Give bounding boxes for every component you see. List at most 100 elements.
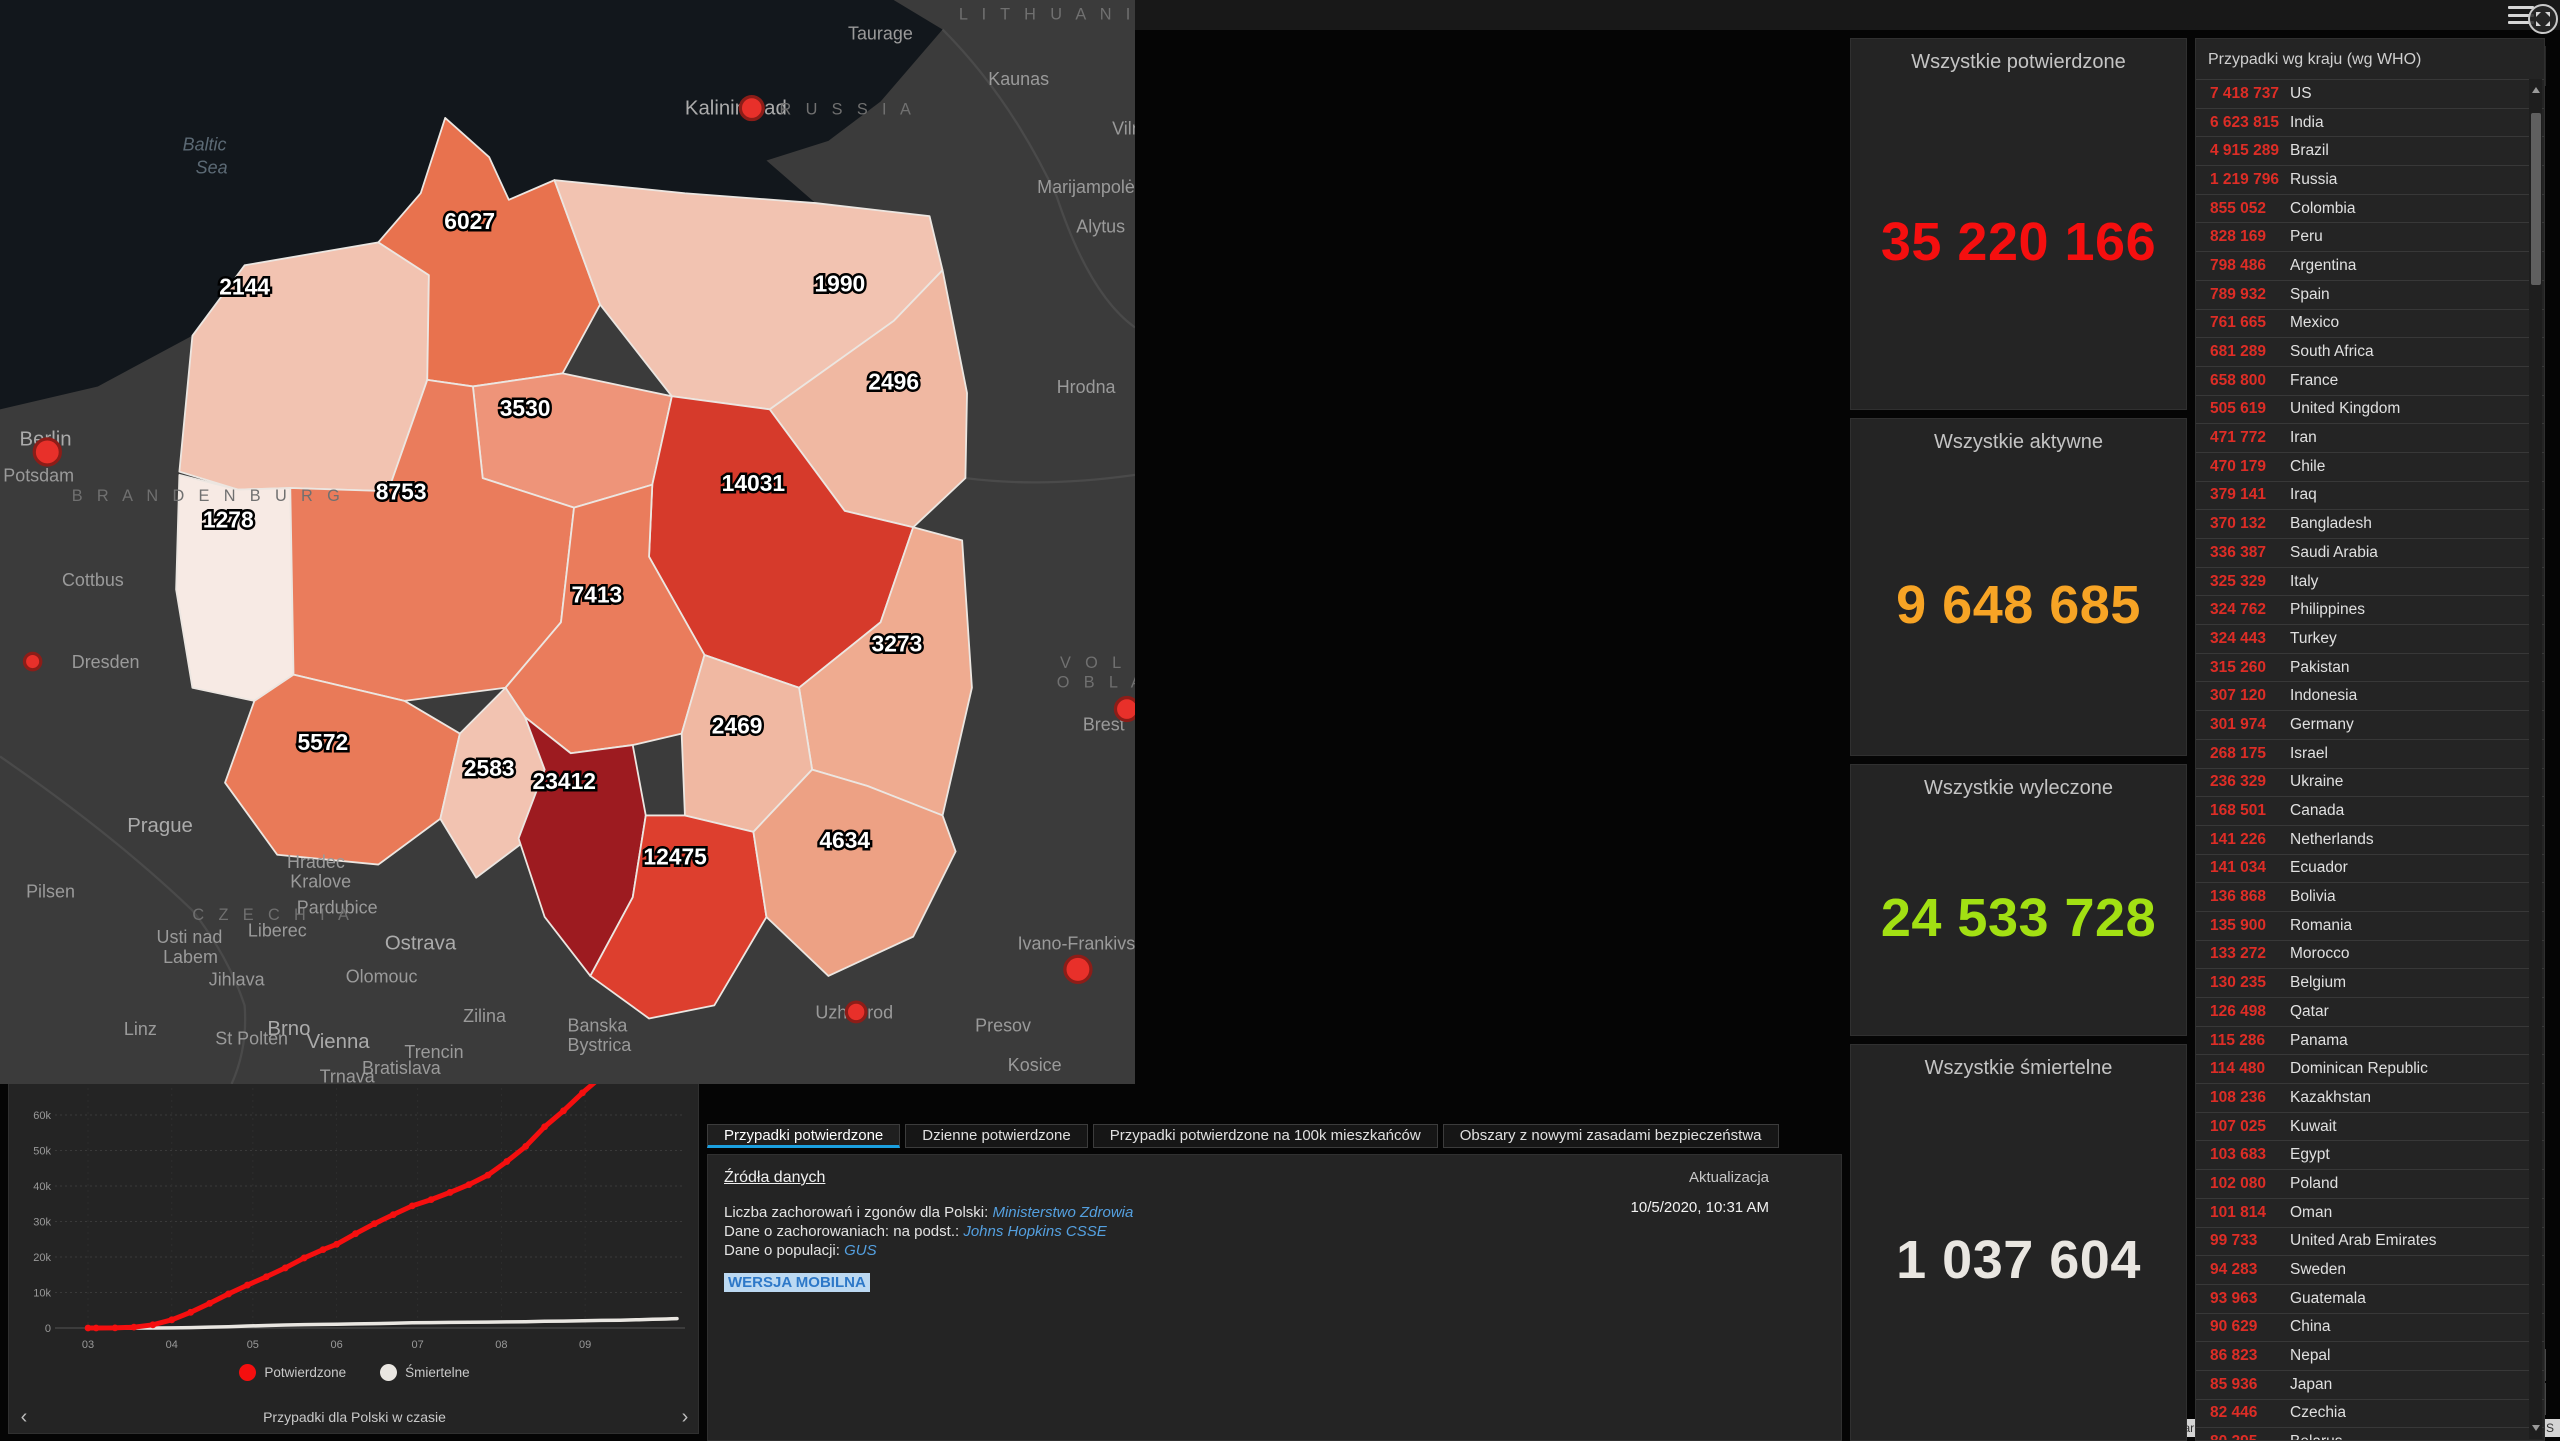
- source-link[interactable]: Johns Hopkins CSSE: [963, 1223, 1107, 1240]
- map-label: Brest: [1083, 714, 1125, 734]
- countries-scrollbar[interactable]: [2529, 79, 2542, 1439]
- case-marker[interactable]: [844, 1000, 868, 1024]
- country-row[interactable]: 90 629 China: [2196, 1312, 2544, 1342]
- tab-1[interactable]: Przypadki potwierdzone: [707, 1124, 901, 1148]
- country-row[interactable]: 115 286 Panama: [2196, 1025, 2544, 1055]
- country-row[interactable]: 505 619 United Kingdom: [2196, 394, 2544, 424]
- country-row[interactable]: 855 052 Colombia: [2196, 193, 2544, 223]
- country-row[interactable]: 141 034 Ecuador: [2196, 853, 2544, 883]
- country-row[interactable]: 126 498 Qatar: [2196, 997, 2544, 1026]
- scroll-down-icon[interactable]: [2531, 1425, 2540, 1431]
- country-row[interactable]: 141 226 Netherlands: [2196, 824, 2544, 854]
- map-label: Potsdam: [3, 465, 74, 485]
- country-row[interactable]: 379 141 Iraq: [2196, 480, 2544, 510]
- country-row[interactable]: 470 179 Chile: [2196, 451, 2544, 481]
- country-row[interactable]: 168 501 Canada: [2196, 796, 2544, 825]
- country-row[interactable]: 828 169 Peru: [2196, 222, 2544, 251]
- scrollbar-thumb[interactable]: [2530, 113, 2541, 285]
- region-małopolskie[interactable]: [589, 814, 768, 1020]
- country-row[interactable]: 307 120 Indonesia: [2196, 681, 2544, 710]
- country-row[interactable]: 471 772 Iran: [2196, 423, 2544, 452]
- country-row[interactable]: 135 900 Romania: [2196, 910, 2544, 940]
- tab-2[interactable]: Dzienne potwierdzone: [905, 1124, 1088, 1148]
- svg-text:09: 09: [579, 1339, 591, 1351]
- region-podkarpackie[interactable]: [752, 768, 957, 977]
- country-row[interactable]: 85 936 Japan: [2196, 1369, 2544, 1399]
- country-row[interactable]: 133 272 Morocco: [2196, 939, 2544, 969]
- map-label: Kaliningrad: [685, 98, 787, 120]
- choropleth-map[interactable]: Baltic Sea L I T H U A N I A Taurage Kaunas V…: [0, 0, 1135, 1084]
- update-timestamp: 10/5/2020, 10:31 AM: [1630, 1199, 1769, 1216]
- country-row[interactable]: 93 963 Guatemala: [2196, 1283, 2544, 1313]
- svg-text:08: 08: [495, 1339, 507, 1351]
- global-stat-card-2: Wszystkie aktywne 9 648 685: [1850, 418, 2187, 756]
- map-label: O B L A S T: [1057, 674, 1135, 692]
- svg-text:10k: 10k: [33, 1288, 51, 1300]
- country-row[interactable]: 761 665 Mexico: [2196, 308, 2544, 338]
- country-row[interactable]: 6 623 815 India: [2196, 107, 2544, 137]
- case-marker[interactable]: [1113, 695, 1135, 723]
- country-row[interactable]: 658 800 France: [2196, 365, 2544, 395]
- country-row[interactable]: 102 080 Poland: [2196, 1169, 2544, 1198]
- case-marker[interactable]: [22, 651, 43, 672]
- tab-4[interactable]: Obszary z nowymi zasadami bezpieczeństwa: [1442, 1124, 1779, 1148]
- map-label: V O L Y N: [1060, 654, 1135, 672]
- country-row[interactable]: 336 387 Saudi Arabia: [2196, 538, 2544, 567]
- sources-lines: Liczba zachorowań i zgonów dla Polski: M…: [724, 1203, 1133, 1260]
- svg-text:30k: 30k: [33, 1217, 51, 1229]
- country-row[interactable]: 99 733 United Arab Emirates: [2196, 1226, 2544, 1256]
- map-label: Olomouc: [346, 966, 418, 986]
- country-row[interactable]: 114 480 Dominican Republic: [2196, 1054, 2544, 1083]
- country-row[interactable]: 80 295Belarus: [2196, 1427, 2544, 1440]
- legend-item[interactable]: Śmiertelne: [380, 1364, 470, 1381]
- country-row[interactable]: 4 915 289 Brazil: [2196, 136, 2544, 165]
- country-row[interactable]: 301 974 Germany: [2196, 710, 2544, 739]
- country-row[interactable]: 94 283 Sweden: [2196, 1255, 2544, 1284]
- country-row[interactable]: 681 289 South Africa: [2196, 337, 2544, 366]
- case-marker[interactable]: [1063, 954, 1093, 985]
- map-label: L I T H U A N I A: [959, 6, 1135, 24]
- map-label: St Polten: [215, 1029, 288, 1049]
- country-row[interactable]: 324 762 Philippines: [2196, 595, 2544, 624]
- country-row[interactable]: 268 175 Israel: [2196, 738, 2544, 768]
- country-row[interactable]: 107 025 Kuwait: [2196, 1111, 2544, 1141]
- tab-3[interactable]: Przypadki potwierdzone na 100k mieszkańc…: [1092, 1124, 1438, 1148]
- country-row[interactable]: 370 132 Bangladesh: [2196, 509, 2544, 538]
- country-row[interactable]: 7 418 737 US: [2196, 79, 2544, 108]
- country-row[interactable]: 798 486 Argentina: [2196, 251, 2544, 280]
- source-link[interactable]: GUS: [844, 1242, 877, 1259]
- source-link[interactable]: Ministerstwo Zdrowia: [992, 1204, 1134, 1221]
- map-label: Ivano-Frankivsk: [1018, 934, 1135, 954]
- case-marker[interactable]: [738, 94, 765, 122]
- case-marker[interactable]: [32, 437, 62, 467]
- legend-item[interactable]: Potwierdzone: [239, 1364, 346, 1381]
- country-row[interactable]: 236 329 Ukraine: [2196, 767, 2544, 797]
- menu-icon[interactable]: [2508, 6, 2534, 24]
- country-row[interactable]: 101 814 Oman: [2196, 1197, 2544, 1227]
- country-row[interactable]: 82 446 Czechia: [2196, 1398, 2544, 1428]
- country-row[interactable]: 324 443 Turkey: [2196, 624, 2544, 653]
- country-row[interactable]: 325 329 Italy: [2196, 566, 2544, 596]
- svg-text:05: 05: [247, 1339, 259, 1351]
- map-label: Taurage: [848, 23, 913, 43]
- country-row[interactable]: 136 868 Bolivia: [2196, 882, 2544, 911]
- country-row[interactable]: 108 236 Kazakhstan: [2196, 1083, 2544, 1112]
- country-row[interactable]: 86 823 Nepal: [2196, 1341, 2544, 1370]
- chart-prev-arrow[interactable]: ‹: [20, 1406, 28, 1428]
- region-value-label: 2469: [712, 713, 763, 739]
- country-row[interactable]: 103 683 Egypt: [2196, 1140, 2544, 1169]
- global-stat-value: 1 037 604: [1896, 1230, 2141, 1290]
- region-value-label: 14031: [722, 470, 786, 496]
- map-label: Banska: [568, 1016, 628, 1036]
- mobile-version-link[interactable]: WERSJA MOBILNA: [724, 1273, 870, 1292]
- chart-next-arrow[interactable]: ›: [681, 1406, 689, 1428]
- map-label: Pilsen: [26, 881, 75, 901]
- country-row[interactable]: 130 235 Belgium: [2196, 968, 2544, 997]
- country-row[interactable]: 315 260 Pakistan: [2196, 652, 2544, 682]
- update-label: Aktualizacja: [1688, 1169, 1769, 1186]
- scroll-up-icon[interactable]: [2531, 87, 2540, 93]
- region-dolnośląskie[interactable]: [224, 673, 461, 866]
- country-row[interactable]: 789 932 Spain: [2196, 279, 2544, 309]
- country-row[interactable]: 1 219 796 Russia: [2196, 165, 2544, 194]
